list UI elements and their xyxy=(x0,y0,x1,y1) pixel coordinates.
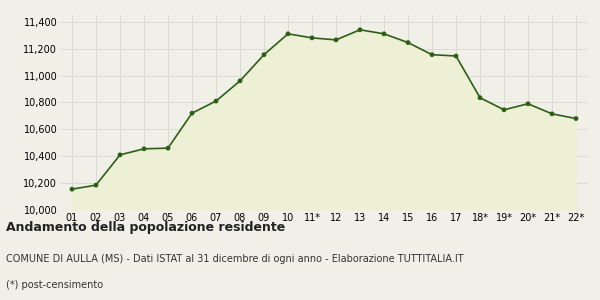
Point xyxy=(355,27,365,32)
Point xyxy=(115,152,125,157)
Point xyxy=(283,32,293,36)
Point xyxy=(499,107,509,112)
Point xyxy=(259,52,269,57)
Point xyxy=(211,99,221,103)
Point xyxy=(91,183,101,188)
Point xyxy=(187,111,197,116)
Text: (*) post-censimento: (*) post-censimento xyxy=(6,280,103,290)
Point xyxy=(163,146,173,151)
Text: Andamento della popolazione residente: Andamento della popolazione residente xyxy=(6,220,285,233)
Point xyxy=(547,111,557,116)
Point xyxy=(571,116,581,121)
Point xyxy=(451,54,461,58)
Point xyxy=(67,187,77,192)
Point xyxy=(403,40,413,45)
Point xyxy=(139,146,149,151)
Point xyxy=(331,38,341,42)
Point xyxy=(427,52,437,57)
Text: COMUNE DI AULLA (MS) - Dati ISTAT al 31 dicembre di ogni anno - Elaborazione TUT: COMUNE DI AULLA (MS) - Dati ISTAT al 31 … xyxy=(6,254,464,263)
Point xyxy=(523,101,533,106)
Point xyxy=(307,35,317,40)
Point xyxy=(379,32,389,36)
Point xyxy=(235,79,245,83)
Point xyxy=(475,95,485,100)
